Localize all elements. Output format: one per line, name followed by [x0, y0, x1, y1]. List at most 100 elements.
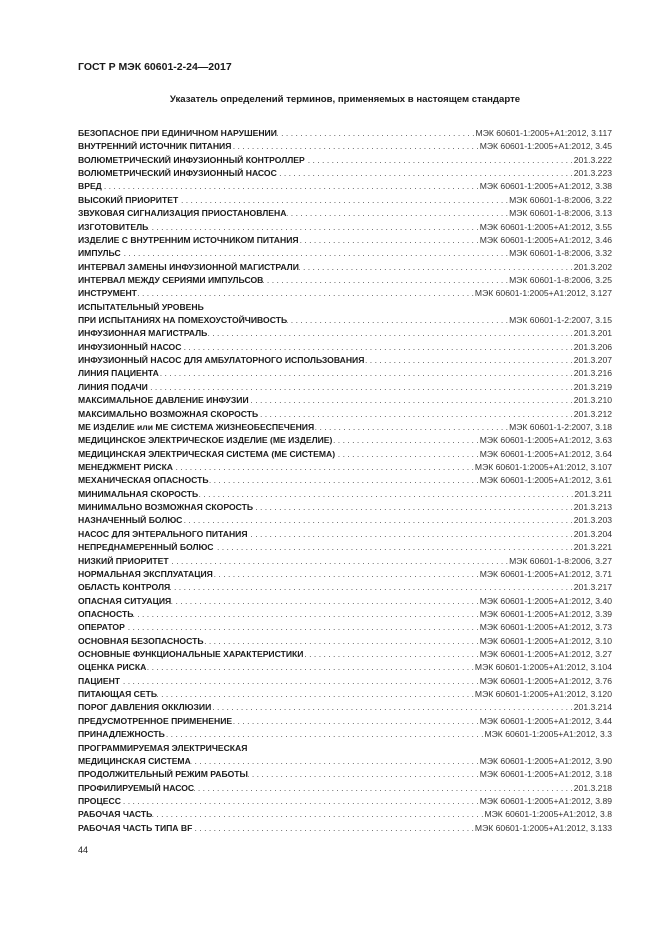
- dot-leader: [133, 608, 478, 621]
- dot-leader: [214, 541, 573, 554]
- entry-reference: 201.3.221: [573, 542, 612, 553]
- index-entry: ВОЛЮМЕТРИЧЕСКИЙ ИНФУЗИОННЫЙ КОНТРОЛЛЕР 20…: [78, 154, 612, 167]
- index-entry: ВОЛЮМЕТРИЧЕСКИЙ ИНФУЗИОННЫЙ НАСОС 201.3.2…: [78, 167, 612, 180]
- entry-reference: МЭК 60601-1:2005+А1:2012, 3.104: [474, 662, 612, 673]
- dot-leader: [249, 394, 573, 407]
- dot-leader: [303, 648, 478, 661]
- index-entry: МАКСИМАЛЬНО ВОЗМОЖНАЯ СКОРОСТЬ 201.3.212: [78, 408, 612, 421]
- index-entry: ПРОДОЛЖИТЕЛЬНЫЙ РЕЖИМ РАБОТЫ МЭК 60601-1:…: [78, 768, 612, 781]
- entry-reference: МЭК 60601-1:2005+А1:2012, 3.38: [479, 181, 612, 192]
- index-entry: ПРИ ИСПЫТАНИЯХ НА ПОМЕХОУСТОЙЧИВОСТЬ МЭК …: [78, 314, 612, 327]
- index-entry: МЕДИЦИНСКАЯ СИСТЕМА МЭК 60601-1:2005+А1:2…: [78, 755, 612, 768]
- index-entry: МАКСИМАЛЬНОЕ ДАВЛЕНИЕ ИНФУЗИИ 201.3.210: [78, 394, 612, 407]
- entry-reference: МЭК 60601-1:2005+А1:2012, 3.45: [479, 141, 612, 152]
- dot-leader: [125, 621, 479, 634]
- dot-leader: [211, 701, 573, 714]
- entry-term: ПРОГРАММИРУЕМАЯ ЭЛЕКТРИЧЕСКАЯ: [78, 742, 248, 753]
- entry-term: ВОЛЮМЕТРИЧЕСКИЙ ИНФУЗИОННЫЙ КОНТРОЛЛЕР: [78, 154, 305, 165]
- entry-reference: МЭК 60601-1:2005+А1:2012, 3.46: [479, 234, 612, 245]
- entry-reference: МЭК 60601-1:2005+А1:2012, 3.89: [479, 795, 612, 806]
- entry-reference: 201.3.210: [573, 395, 612, 406]
- index-entry: ИНТЕРВАЛ ЗАМЕНЫ ИНФУЗИОННОЙ МАГИСТРАЛИ 20…: [78, 261, 612, 274]
- dot-leader: [148, 381, 573, 394]
- entry-reference: МЭК 60601-1:2005+А1:2012, 3.61: [479, 475, 612, 486]
- entry-term: МАКСИМАЛЬНОЕ ДАВЛЕНИЕ ИНФУЗИИ: [78, 395, 249, 406]
- index-entry: МЕДИЦИНСКОЕ ЭЛЕКТРИЧЕСКОЕ ИЗДЕЛИЕ (МЕ ИЗ…: [78, 434, 612, 447]
- entry-reference: МЭК 60601-1:2005+А1:2012, 3.90: [479, 755, 612, 766]
- entry-reference: МЭК 60601-1:2005+А1:2012, 3.18: [479, 769, 612, 780]
- dot-leader: [314, 421, 508, 434]
- entry-reference: МЭК 60601-1-8:2006, 3.27: [509, 555, 612, 566]
- dot-leader: [231, 140, 478, 153]
- dot-leader: [248, 528, 573, 541]
- index-entry: МЕХАНИЧЕСКАЯ ОПАСНОСТЬ МЭК 60601-1:2005+А…: [78, 474, 612, 487]
- entry-reference: 201.3.212: [573, 408, 612, 419]
- entry-reference: МЭК 60601-1-8:2006, 3.13: [509, 208, 612, 219]
- dot-leader: [170, 581, 573, 594]
- entry-reference: МЭК 60601-1:2005+А1:2012, 3.40: [479, 595, 612, 606]
- index-entry: РАБОЧАЯ ЧАСТЬ ТИПА BF МЭК 60601-1:2005+А1…: [78, 822, 612, 835]
- index-entry: БЕЗОПАСНОЕ ПРИ ЕДИНИЧНОМ НАРУШЕНИИ МЭК 60…: [78, 127, 612, 140]
- entry-reference: 201.3.202: [573, 261, 612, 272]
- entry-reference: 201.3.222: [573, 154, 612, 165]
- entry-term: НИЗКИЙ ПРИОРИТЕТ: [78, 555, 169, 566]
- dot-leader: [148, 221, 478, 234]
- index-entry: ПРОФИЛИРУЕМЫЙ НАСОС 201.3.218: [78, 782, 612, 795]
- dot-leader: [258, 408, 573, 421]
- index-entry: ИЗДЕЛИЕ С ВНУТРЕННИМ ИСТОЧНИКОМ ПИТАНИЯ М…: [78, 234, 612, 247]
- entry-reference: МЭК 60601-1:2005+А1:2012, 3.127: [474, 288, 612, 299]
- term-index-list: БЕЗОПАСНОЕ ПРИ ЕДИНИЧНОМ НАРУШЕНИИ МЭК 60…: [78, 127, 612, 835]
- dot-leader: [277, 127, 475, 140]
- dot-leader: [192, 822, 474, 835]
- entry-term: ОПАСНОСТЬ: [78, 608, 134, 619]
- entry-reference: МЭК 60601-1:2005+А1:2012, 3.55: [479, 221, 612, 232]
- entry-reference: МЭК 60601-1:2005+А1:2012, 3.44: [479, 715, 612, 726]
- entry-term: НАСОС ДЛЯ ЭНТЕРАЛЬНОГО ПИТАНИЯ: [78, 528, 248, 539]
- entry-reference: 201.3.216: [573, 368, 612, 379]
- entry-reference: МЭК 60601-1:2005+А1:2012, 3.71: [479, 568, 612, 579]
- dot-leader: [173, 461, 474, 474]
- dot-leader: [232, 715, 479, 728]
- entry-term: ОСНОВНАЯ БЕЗОПАСНОСТЬ: [78, 635, 204, 646]
- index-entry: ИСПЫТАТЕЛЬНЫЙ УРОВЕНЬ: [78, 301, 612, 314]
- entry-term: МИНИМАЛЬНО ВОЗМОЖНАЯ СКОРОСТЬ: [78, 502, 254, 513]
- index-entry: НАЗНАЧЕННЫЙ БОЛЮС 201.3.203: [78, 514, 612, 527]
- index-entry: ОПАСНОСТЬ МЭК 60601-1:2005+А1:2012, 3.39: [78, 608, 612, 621]
- dot-leader: [198, 488, 573, 501]
- index-entry: ИНТЕРВАЛ МЕЖДУ СЕРИЯМИ ИМПУЛЬСОВ МЭК 6060…: [78, 274, 612, 287]
- entry-reference: МЭК 60601-1-8:2006, 3.25: [509, 274, 612, 285]
- entry-term: ПОРОГ ДАВЛЕНИЯ ОККЛЮЗИИ: [78, 702, 212, 713]
- entry-reference: 201.3.218: [573, 782, 612, 793]
- dot-leader: [335, 448, 479, 461]
- index-entry: ВНУТРЕННИЙ ИСТОЧНИК ПИТАНИЯ МЭК 60601-1:2…: [78, 140, 612, 153]
- entry-term: ПРЕДУСМОТРЕННОЕ ПРИМЕНЕНИЕ: [78, 715, 233, 726]
- index-entry: ИНФУЗИОННЫЙ НАСОС 201.3.206: [78, 341, 612, 354]
- entry-term: БЕЗОПАСНОЕ ПРИ ЕДИНИЧНОМ НАРУШЕНИИ: [78, 128, 277, 138]
- entry-reference: 201.3.219: [573, 381, 612, 392]
- dot-leader: [253, 501, 573, 514]
- index-entry: ИНФУЗИОННЫЙ НАСОС ДЛЯ АМБУЛАТОРНОГО ИСПО…: [78, 354, 612, 367]
- entry-term: ИНСТРУМЕНТ: [78, 288, 137, 299]
- entry-reference: 201.3.213: [573, 502, 612, 513]
- dot-leader: [364, 354, 572, 367]
- document-header: ГОСТ Р МЭК 60601-2-24—2017: [78, 61, 232, 73]
- entry-reference: МЭК 60601-1:2005+А1:2012, 3.64: [479, 448, 612, 459]
- entry-reference: МЭК 60601-1-2:2007, 3.15: [509, 315, 612, 326]
- dot-leader: [159, 367, 573, 380]
- dot-leader: [213, 568, 479, 581]
- entry-term: ОПАСНАЯ СИТУАЦИЯ: [78, 595, 172, 606]
- entry-term: ОЦЕНКА РИСКА: [78, 662, 147, 673]
- entry-term: ОСНОВНЫЕ ФУНКЦИОНАЛЬНЫЕ ХАРАКТЕРИСТИКИ: [78, 649, 304, 660]
- entry-reference: МЭК 60601-1-8:2006, 3.22: [509, 194, 612, 205]
- index-entry: ВРЕД МЭК 60601-1:2005+А1:2012, 3.38: [78, 180, 612, 193]
- entry-term: ПРОЦЕСС: [78, 795, 121, 806]
- dot-leader: [209, 474, 479, 487]
- entry-term: ИНФУЗИОННЫЙ НАСОС: [78, 341, 182, 352]
- dot-leader: [204, 635, 479, 648]
- dot-leader: [182, 514, 572, 527]
- entry-reference: МЭК 60601-1:2005+А1:2012, 3.3: [484, 729, 612, 740]
- page-number: 44: [78, 845, 89, 855]
- entry-reference: МЭК 60601-1:2005+А1:2012, 3.8: [484, 809, 612, 820]
- index-entry: ПРОЦЕСС МЭК 60601-1:2005+А1:2012, 3.89: [78, 795, 612, 808]
- dot-leader: [191, 755, 479, 768]
